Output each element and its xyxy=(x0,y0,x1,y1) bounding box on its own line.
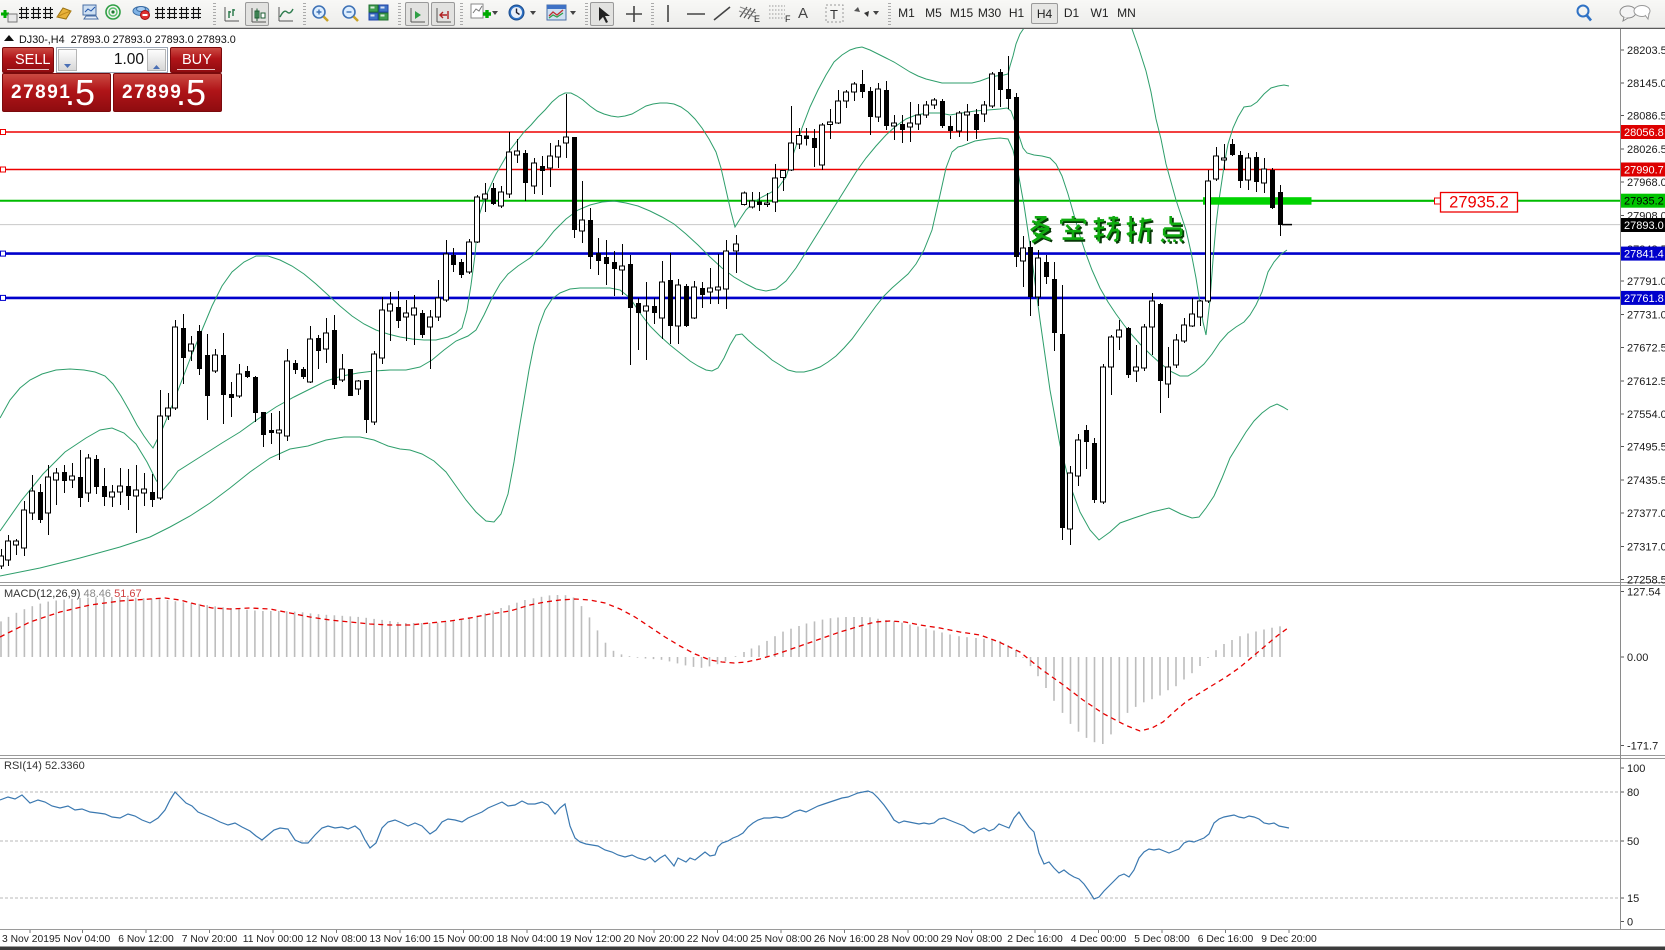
svg-text:27968.0: 27968.0 xyxy=(1627,177,1665,189)
svg-text:-171.7: -171.7 xyxy=(1627,741,1658,753)
svg-text:27377.0: 27377.0 xyxy=(1627,508,1665,520)
svg-text:28203.5: 28203.5 xyxy=(1627,45,1665,57)
svg-text:T: T xyxy=(830,7,838,22)
svg-text:28026.5: 28026.5 xyxy=(1627,144,1665,156)
svg-text:27258.5: 27258.5 xyxy=(1627,575,1665,587)
svg-text:27731.0: 27731.0 xyxy=(1627,310,1665,322)
svg-text:27893.0: 27893.0 xyxy=(1624,220,1664,232)
svg-text:27791.0: 27791.0 xyxy=(1627,276,1665,288)
svg-text:12 Nov 08:00: 12 Nov 08:00 xyxy=(306,934,368,945)
svg-text:27495.5: 27495.5 xyxy=(1627,442,1665,454)
svg-text:26 Nov 16:00: 26 Nov 16:00 xyxy=(814,934,876,945)
svg-text:29 Nov 08:00: 29 Nov 08:00 xyxy=(941,934,1003,945)
svg-text:DJ30-,H4 27893.0 27893.0 2789: DJ30-,H4 27893.0 27893.0 27893.0 27893.0 xyxy=(19,34,236,46)
svg-text:7 Nov 20:00: 7 Nov 20:00 xyxy=(182,934,238,945)
svg-text:MACD(12,26,9) 48.46 51.67: MACD(12,26,9) 48.46 51.67 xyxy=(4,588,142,600)
svg-text:15: 15 xyxy=(1627,893,1639,905)
svg-text:127.54: 127.54 xyxy=(1627,587,1661,599)
svg-text:19 Nov 12:00: 19 Nov 12:00 xyxy=(560,934,622,945)
svg-text:80: 80 xyxy=(1627,787,1639,799)
svg-text:27317.0: 27317.0 xyxy=(1627,542,1665,554)
svg-text:27761.8: 27761.8 xyxy=(1624,293,1664,305)
svg-text:20 Nov 20:00: 20 Nov 20:00 xyxy=(623,934,685,945)
svg-text:11 Nov 00:00: 11 Nov 00:00 xyxy=(243,934,304,945)
svg-text:28056.8: 28056.8 xyxy=(1624,127,1664,139)
svg-text:28 Nov 00:00: 28 Nov 00:00 xyxy=(877,934,939,945)
svg-text:27554.0: 27554.0 xyxy=(1627,409,1665,421)
svg-text:28145.0: 28145.0 xyxy=(1627,78,1665,90)
svg-text:RSI(14) 52.3360: RSI(14) 52.3360 xyxy=(4,760,85,772)
svg-text:27672.5: 27672.5 xyxy=(1627,343,1665,355)
svg-text:5 Nov 04:00: 5 Nov 04:00 xyxy=(55,934,111,945)
svg-text:25 Nov 08:00: 25 Nov 08:00 xyxy=(750,934,812,945)
svg-text:3 Nov 2019: 3 Nov 2019 xyxy=(2,934,55,945)
svg-text:27841.4: 27841.4 xyxy=(1624,249,1664,261)
svg-text:0: 0 xyxy=(1627,917,1633,929)
svg-text:50: 50 xyxy=(1627,836,1639,848)
svg-text:15 Nov 00:00: 15 Nov 00:00 xyxy=(433,934,495,945)
svg-text:27435.5: 27435.5 xyxy=(1627,475,1665,487)
svg-text:100: 100 xyxy=(1627,763,1645,775)
svg-text:27990.7: 27990.7 xyxy=(1624,165,1664,177)
svg-text:F: F xyxy=(785,14,791,24)
svg-text:27935.2: 27935.2 xyxy=(1624,196,1664,208)
svg-text:5 Dec 08:00: 5 Dec 08:00 xyxy=(1134,934,1190,945)
svg-text:4 Dec 00:00: 4 Dec 00:00 xyxy=(1071,934,1127,945)
svg-text:27612.5: 27612.5 xyxy=(1627,376,1665,388)
svg-text:18 Nov 04:00: 18 Nov 04:00 xyxy=(496,934,558,945)
svg-text:9 Dec 20:00: 9 Dec 20:00 xyxy=(1261,934,1317,945)
svg-text:6 Nov 12:00: 6 Nov 12:00 xyxy=(118,934,174,945)
svg-text:13 Nov 16:00: 13 Nov 16:00 xyxy=(369,934,431,945)
svg-text:2 Dec 16:00: 2 Dec 16:00 xyxy=(1007,934,1063,945)
svg-text:27935.2: 27935.2 xyxy=(1449,194,1509,212)
svg-text:22 Nov 04:00: 22 Nov 04:00 xyxy=(687,934,749,945)
svg-text:0.00: 0.00 xyxy=(1627,652,1648,664)
svg-text:6 Dec 16:00: 6 Dec 16:00 xyxy=(1198,934,1254,945)
svg-text:E: E xyxy=(754,14,760,24)
svg-text:28086.5: 28086.5 xyxy=(1627,111,1665,123)
